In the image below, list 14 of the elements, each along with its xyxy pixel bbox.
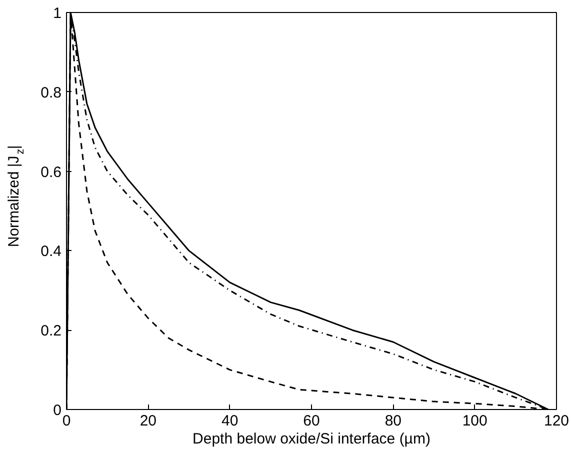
x-tick-label: 120 [544,412,570,430]
y-tick-label: 0.8 [40,84,62,102]
y-tick-label: 0.4 [40,243,62,260]
x-tick-label: 60 [303,412,320,430]
y-tick-label: 0.6 [40,164,62,181]
y-tick-label: 0.2 [40,322,62,340]
x-tick-label: 40 [221,412,238,430]
x-tick-label: 100 [462,412,488,430]
x-tick-label: 80 [384,412,402,430]
y-tick-label: 0 [53,402,62,419]
x-axis-title: Depth below oxide/Si interface (µm) [192,430,430,448]
y-axis-title: Normalized |Jz| [6,145,26,248]
x-tick-label: 20 [140,412,157,430]
y-tick-label: 1 [53,5,62,22]
